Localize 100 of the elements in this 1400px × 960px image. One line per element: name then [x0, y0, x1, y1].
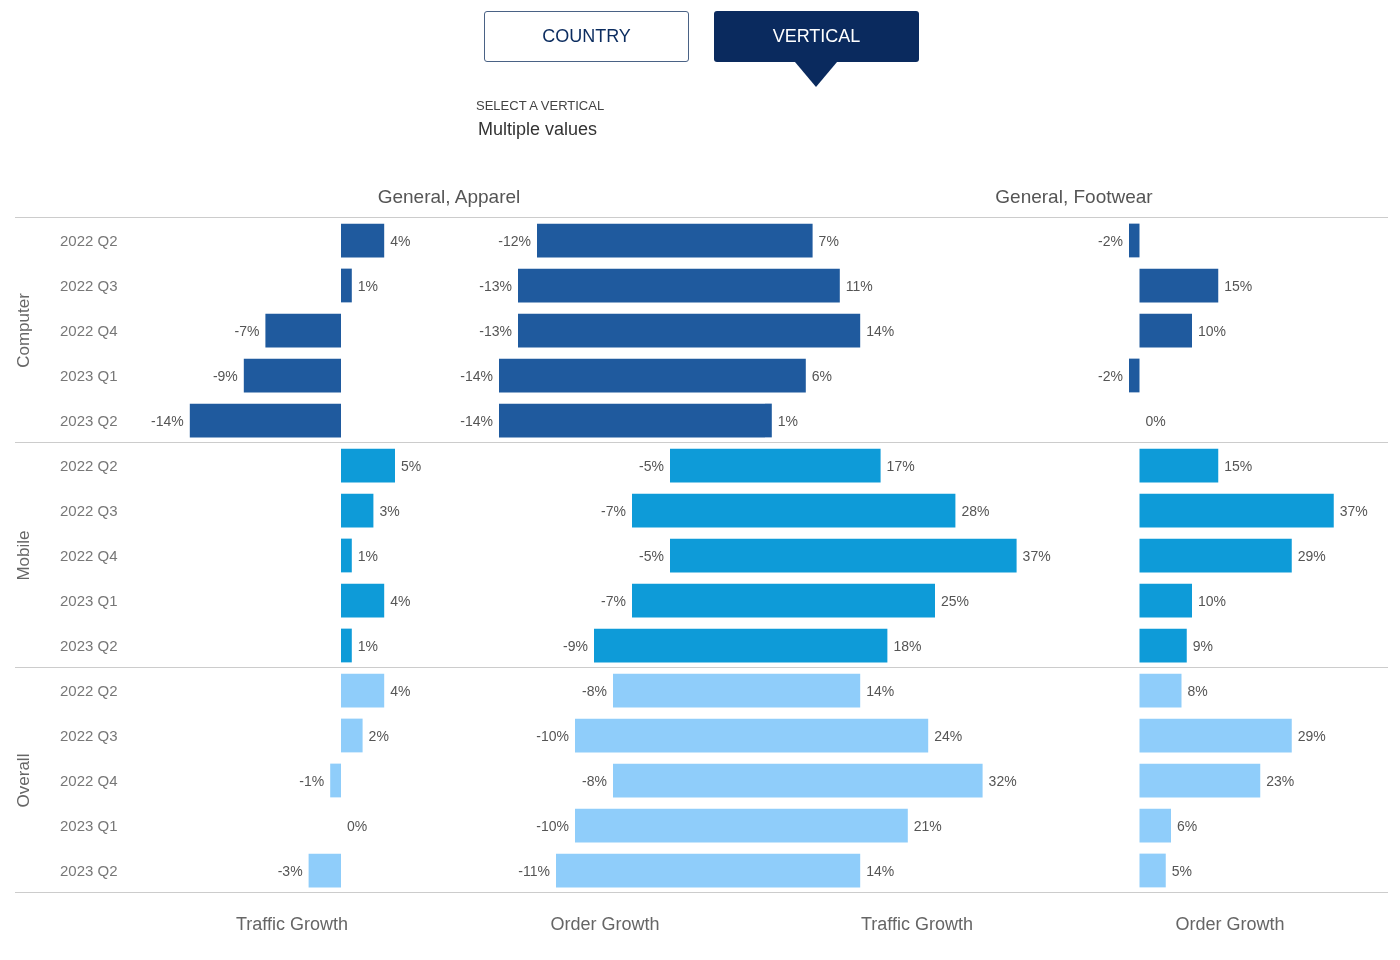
bar — [341, 628, 352, 663]
data-label: 4% — [390, 232, 411, 249]
x-axis-title: Order Growth — [1174, 914, 1286, 935]
bar — [1139, 493, 1334, 528]
bar — [1139, 718, 1292, 753]
data-label: 25% — [941, 592, 970, 609]
data-label: 37% — [1339, 502, 1368, 519]
data-label: 0% — [1145, 412, 1166, 429]
bar — [341, 673, 385, 708]
bar — [1139, 763, 1260, 798]
bar — [1139, 853, 1166, 888]
data-label: 24% — [934, 727, 963, 744]
data-label: -9% — [563, 637, 588, 654]
data-label: -5% — [639, 547, 664, 564]
bar — [1139, 628, 1187, 663]
data-label: 6% — [811, 367, 833, 384]
text: Computer — [13, 292, 33, 368]
data-label: 4% — [390, 682, 411, 699]
data-label: 18% — [893, 637, 922, 654]
bar — [243, 358, 341, 393]
data-label: -8% — [582, 772, 607, 789]
data-label: -14% — [151, 412, 184, 429]
data-label: -8% — [582, 682, 607, 699]
data-label: 28% — [961, 502, 990, 519]
data-label: -9% — [212, 367, 238, 384]
data-label: -1% — [299, 772, 325, 789]
bar — [341, 583, 385, 618]
data-label: -13% — [479, 277, 512, 294]
data-label: 29% — [1297, 727, 1326, 744]
data-label: -13% — [479, 322, 512, 339]
y-tick-label: 2022 Q3 — [60, 277, 118, 294]
data-label: -14% — [460, 412, 493, 429]
data-label: 1% — [357, 637, 379, 654]
data-label: -7% — [601, 592, 626, 609]
bar — [341, 223, 385, 258]
data-label: 11% — [845, 277, 873, 294]
data-label: 21% — [913, 817, 942, 834]
data-label: -10% — [536, 727, 569, 744]
y-tick-label: 2022 Q2 — [60, 457, 118, 474]
data-label: 14% — [866, 682, 895, 699]
bar — [341, 493, 374, 528]
bar — [341, 448, 395, 483]
data-label: -14% — [460, 367, 493, 384]
data-label: 32% — [988, 772, 1017, 789]
data-label: 7% — [818, 232, 839, 249]
data-label: 6% — [1176, 817, 1197, 834]
data-label: -12% — [498, 232, 531, 249]
bar — [189, 403, 341, 438]
bar — [341, 268, 352, 303]
data-label: 5% — [1171, 862, 1192, 879]
bar — [341, 538, 352, 573]
data-label: 1% — [357, 277, 379, 294]
data-label: 9% — [1192, 637, 1213, 654]
bar — [265, 313, 341, 348]
data-label: -3% — [277, 862, 303, 879]
data-label: 1% — [357, 547, 379, 564]
data-label: -2% — [1097, 232, 1123, 249]
data-label: 29% — [1297, 547, 1326, 564]
data-label: 14% — [866, 862, 895, 879]
data-label: 5% — [401, 457, 422, 474]
text: General, Apparel — [376, 186, 522, 208]
data-label: 10% — [1197, 322, 1226, 339]
bar — [330, 763, 341, 798]
y-tick-label: 2022 Q4 — [60, 772, 118, 789]
data-label: -5% — [639, 457, 664, 474]
bar — [1139, 268, 1218, 303]
y-tick-label: 2022 Q4 — [60, 322, 118, 339]
x-axis-title: Traffic Growth — [860, 914, 974, 935]
bar — [1139, 538, 1292, 573]
button: COUNTRY — [484, 11, 689, 62]
bar — [341, 718, 363, 753]
x-axis-title: Order Growth — [549, 914, 661, 935]
data-label: 4% — [390, 592, 411, 609]
bar — [1139, 583, 1192, 618]
bar — [1139, 448, 1218, 483]
y-tick-label: 2023 Q1 — [60, 817, 118, 834]
y-tick-label: 2022 Q2 — [60, 682, 118, 699]
text: SELECT A VERTICAL — [476, 98, 605, 113]
y-tick-label: 2023 Q1 — [60, 592, 118, 609]
data-label: 17% — [886, 457, 915, 474]
y-tick-label: 2022 Q3 — [60, 502, 118, 519]
y-tick-label: 2023 Q1 — [60, 367, 118, 384]
data-label: 37% — [1022, 547, 1051, 564]
x-axis-title: Traffic Growth — [235, 914, 349, 935]
data-label: -10% — [536, 817, 569, 834]
text: General, Footwear — [994, 186, 1154, 208]
data-label: 2% — [368, 727, 389, 744]
bar — [1139, 808, 1171, 843]
data-label: 15% — [1223, 277, 1252, 294]
data-label: -7% — [601, 502, 626, 519]
bar — [1139, 673, 1181, 708]
data-label: -2% — [1097, 367, 1123, 384]
bar — [1128, 358, 1139, 393]
data-label: 15% — [1223, 457, 1252, 474]
data-label: -11% — [518, 862, 550, 879]
data-label: 0% — [347, 817, 368, 834]
data-label: 23% — [1265, 772, 1294, 789]
data-label: 1% — [777, 412, 799, 429]
data-label: -7% — [234, 322, 260, 339]
data-label: 3% — [379, 502, 400, 519]
